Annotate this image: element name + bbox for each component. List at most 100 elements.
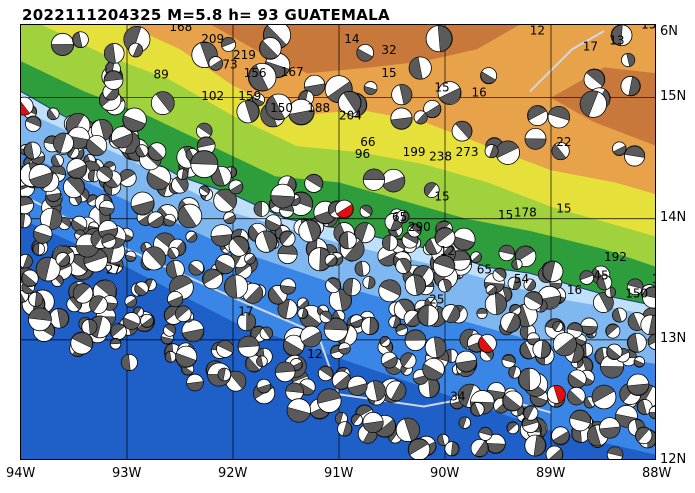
focal-mechanism bbox=[324, 253, 338, 267]
depth-label: 65 bbox=[477, 262, 492, 276]
focal-mechanism bbox=[175, 345, 198, 368]
focal-mechanism bbox=[164, 350, 177, 363]
focal-mechanism bbox=[122, 107, 147, 132]
focal-mechanism bbox=[342, 277, 362, 297]
focal-mechanism bbox=[362, 411, 384, 434]
focal-mechanism bbox=[612, 141, 627, 157]
focal-mechanism bbox=[591, 384, 617, 410]
focal-mechanism bbox=[237, 312, 257, 332]
focal-mechanism bbox=[349, 314, 364, 328]
focal-mechanism bbox=[495, 140, 520, 165]
focal-mechanism bbox=[507, 276, 521, 291]
depth-label: 273 bbox=[456, 145, 479, 159]
depth-label: 96 bbox=[355, 147, 370, 161]
focal-mechanism bbox=[477, 334, 497, 353]
focal-mechanism bbox=[177, 203, 203, 229]
focal-mechanism bbox=[337, 90, 362, 115]
focal-mechanism bbox=[583, 396, 596, 409]
focal-mechanism bbox=[237, 335, 260, 358]
focal-mechanism bbox=[196, 136, 216, 156]
focal-mechanism bbox=[141, 246, 166, 271]
focal-mechanism bbox=[541, 260, 564, 283]
focal-mechanism bbox=[527, 105, 549, 127]
focal-mechanism bbox=[381, 234, 399, 251]
depth-label: 16 bbox=[472, 85, 487, 99]
focal-mechanism bbox=[198, 185, 210, 197]
focal-mechanism bbox=[83, 248, 108, 273]
focal-mechanism bbox=[103, 43, 125, 64]
depth-label: 25 bbox=[429, 293, 444, 307]
focal-mechanism bbox=[636, 399, 653, 415]
depth-label: 22 bbox=[556, 135, 571, 149]
focal-mechanism bbox=[480, 67, 498, 85]
focal-mechanism bbox=[35, 256, 61, 282]
focal-mechanism bbox=[354, 222, 376, 244]
depth-label: 168 bbox=[169, 25, 192, 34]
focal-mechanism bbox=[196, 122, 213, 140]
focal-mechanism bbox=[259, 326, 274, 340]
focal-mechanism bbox=[640, 314, 655, 336]
x-tick-label: 88W bbox=[642, 466, 672, 481]
focal-mechanism bbox=[190, 150, 219, 179]
focal-mechanism bbox=[228, 235, 250, 257]
focal-mechanism bbox=[404, 329, 427, 352]
map-frame: 168 209 219 167 156 89 73 102 159 150 188 204 14 32 15… bbox=[20, 24, 656, 460]
mechanism-layer bbox=[21, 25, 655, 459]
focal-mechanism bbox=[523, 290, 544, 311]
focal-mechanism bbox=[546, 384, 566, 404]
focal-mechanism bbox=[524, 434, 547, 457]
focal-mechanism bbox=[569, 409, 592, 432]
focal-mechanism bbox=[21, 269, 39, 288]
focal-mechanism bbox=[551, 426, 570, 446]
focal-mechanism bbox=[274, 361, 296, 383]
focal-mechanism bbox=[395, 417, 420, 442]
focal-mechanism bbox=[28, 291, 44, 307]
focal-mechanism bbox=[648, 405, 655, 420]
focal-mechanism bbox=[395, 257, 412, 274]
focal-mechanism bbox=[642, 286, 655, 309]
focal-mechanism bbox=[147, 142, 167, 161]
focal-mechanism bbox=[396, 209, 410, 224]
focal-mechanism bbox=[110, 126, 134, 149]
focal-mechanism bbox=[202, 268, 223, 290]
focal-mechanism bbox=[413, 110, 428, 125]
depth-label: 204 bbox=[339, 108, 362, 122]
focal-mechanism bbox=[181, 319, 205, 343]
depth-label: 192 bbox=[604, 250, 627, 264]
focal-mechanism bbox=[567, 386, 586, 406]
focal-mechanism bbox=[508, 365, 521, 379]
focal-mechanism bbox=[21, 195, 34, 215]
focal-mechanism bbox=[236, 99, 260, 124]
focal-mechanism bbox=[208, 56, 224, 71]
focal-mechanism bbox=[32, 242, 46, 256]
focal-mechanism bbox=[423, 182, 440, 198]
focal-mechanism bbox=[221, 37, 236, 52]
focal-mechanism bbox=[253, 201, 270, 217]
focal-mechanism bbox=[391, 84, 413, 106]
x-tick-label: 91W bbox=[324, 466, 354, 481]
focal-mechanism bbox=[277, 244, 298, 264]
depth-label: 54 bbox=[514, 272, 529, 286]
focal-mechanism bbox=[547, 105, 571, 129]
focal-mechanism bbox=[279, 230, 296, 247]
depth-label: 178 bbox=[514, 205, 537, 219]
focal-mechanism bbox=[258, 37, 282, 60]
focal-mechanism bbox=[244, 252, 256, 265]
focal-mechanism bbox=[128, 42, 144, 58]
focal-mechanism bbox=[216, 339, 234, 358]
focal-mechanism bbox=[523, 278, 536, 291]
focal-mechanism bbox=[50, 154, 64, 168]
focal-mechanism bbox=[500, 312, 521, 333]
focal-mechanism bbox=[316, 388, 342, 413]
focal-mechanism bbox=[21, 213, 32, 229]
focal-mechanism bbox=[270, 183, 295, 209]
focal-mechanism bbox=[522, 405, 539, 421]
focal-mechanism bbox=[423, 99, 442, 119]
focal-mechanism bbox=[282, 334, 305, 357]
focal-mechanism bbox=[285, 382, 304, 402]
focal-mechanism bbox=[160, 331, 174, 345]
focal-mechanism bbox=[328, 288, 352, 312]
focal-mechanism bbox=[303, 74, 326, 97]
focal-mechanism bbox=[484, 144, 499, 159]
focal-mechanism bbox=[140, 313, 155, 328]
